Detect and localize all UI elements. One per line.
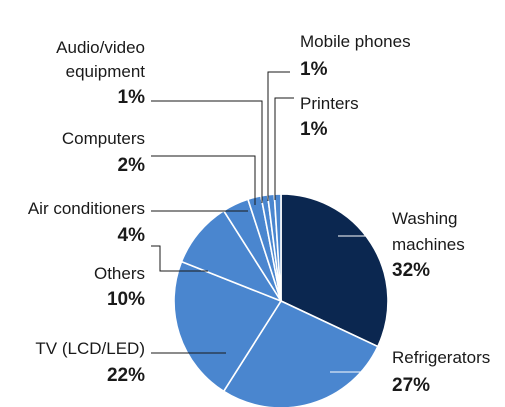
slice-label-refrigerators: Refrigerators	[392, 348, 490, 367]
slice-label-air-conditioners: Air conditioners	[28, 199, 145, 218]
pie-slice-refrigerators	[222, 299, 379, 407]
slice-label-mobile-phones: Mobile phones	[300, 32, 411, 51]
slice-label-washing-machines: Washing	[392, 209, 458, 228]
slice-percent-refrigerators: 27%	[392, 375, 430, 396]
slice-label-audio-video-equipment: equipment	[66, 62, 146, 81]
slice-label-printers: Printers	[300, 94, 359, 113]
slice-labels: Washing machines 32% Refrigerators 27% TV (LC…	[28, 32, 490, 396]
slice-percent-computers: 2%	[118, 155, 146, 176]
slice-percent-others: 10%	[107, 289, 145, 310]
slice-label-washing-machines: machines	[392, 235, 465, 254]
slice-percent-washing-machines: 32%	[392, 260, 430, 281]
leader-line-mobile-phones	[267, 71, 290, 201]
slice-label-audio-video-equipment: Audio/video	[56, 38, 145, 57]
slice-label-others: Others	[94, 264, 145, 283]
leader-line-computers	[151, 155, 256, 205]
slice-percent-audio-video-equipment: 1%	[118, 87, 146, 108]
slice-percent-printers: 1%	[300, 119, 328, 140]
pie-slices	[173, 193, 389, 407]
leader-lines	[151, 71, 386, 373]
slice-percent-air-conditioners: 4%	[118, 225, 146, 246]
leader-line-others	[151, 245, 208, 272]
slice-label-computers: Computers	[62, 129, 145, 148]
pie-slice-washing-machines	[280, 193, 389, 348]
leader-line-printers	[274, 97, 294, 200]
slice-label-tv-lcd-led: TV (LCD/LED)	[35, 339, 145, 358]
pie-slice-tv-lcd-led	[173, 260, 283, 393]
leader-line-audio-video-equipment	[151, 100, 263, 203]
slice-percent-tv-lcd-led: 22%	[107, 365, 145, 386]
pie-slice-printers	[273, 193, 282, 302]
slice-percent-mobile-phones: 1%	[300, 59, 328, 80]
